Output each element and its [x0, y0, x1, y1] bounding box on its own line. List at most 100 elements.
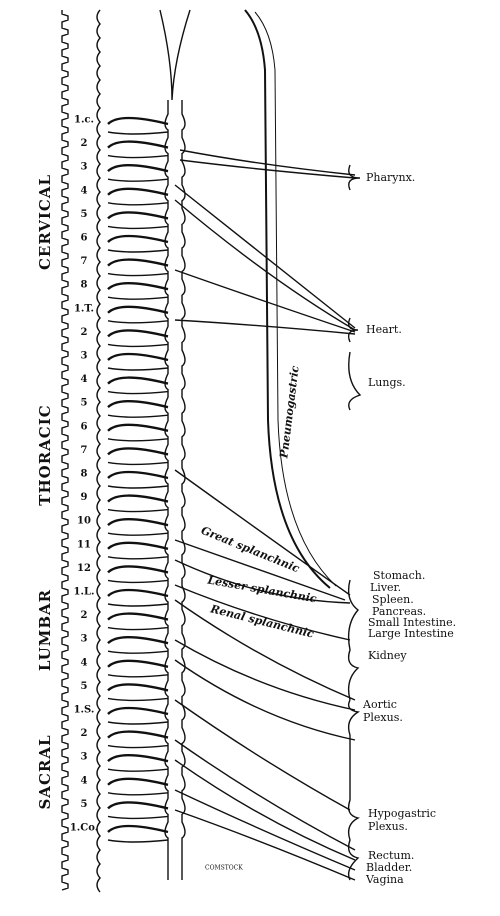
segment-label: 10 — [77, 516, 91, 527]
segment-label: 3 — [81, 752, 88, 763]
nerve-root — [107, 650, 169, 654]
nerve-root — [107, 329, 169, 338]
segment-label: 12 — [77, 563, 91, 574]
segment-label: 1.T. — [74, 303, 94, 314]
nerve-root — [107, 131, 169, 135]
nerve-root — [107, 792, 169, 796]
nerve-root — [107, 211, 169, 220]
nerve-root — [107, 636, 169, 645]
nerve-root — [107, 518, 169, 527]
segment-label: 5 — [81, 398, 88, 409]
organ-label: Pharynx. — [366, 171, 415, 184]
nerve-root — [107, 777, 169, 786]
segment-label: 6 — [81, 421, 88, 432]
region-label: LUMBAR — [36, 589, 54, 671]
organ-label: Hypogastric — [368, 807, 436, 820]
nerve-root — [107, 556, 169, 560]
nerve-root — [107, 815, 169, 820]
nerve-root — [107, 744, 169, 749]
organ-label: Heart. — [366, 323, 402, 336]
organ-label: Plexus. — [368, 820, 408, 833]
nerve-root — [107, 249, 169, 253]
nerve-root — [107, 541, 169, 550]
organ-label: Lungs. — [368, 376, 406, 389]
nerve-root — [107, 588, 169, 598]
region-label: THORACIC — [36, 404, 54, 505]
organ-label: Spleen. — [372, 593, 414, 606]
segment-label: 8 — [81, 280, 88, 291]
nerve-root — [107, 612, 169, 621]
nerve-root — [107, 367, 169, 371]
segment-label: 3 — [81, 162, 88, 173]
nerve-root — [107, 352, 169, 362]
organ-label: Pancreas. — [372, 605, 426, 618]
nerve-root — [107, 494, 169, 503]
nerve-root — [107, 140, 169, 149]
signature: COMSTOCK — [205, 865, 243, 872]
nerve-root — [107, 532, 169, 536]
segment-label: 9 — [81, 492, 88, 503]
nerve-root — [107, 461, 169, 466]
organ-label: Vagina — [365, 873, 404, 886]
nerve-root — [107, 754, 169, 763]
vertebral-line — [96, 9, 101, 893]
nerve-root — [107, 400, 169, 409]
organ-label: Liver. — [370, 581, 401, 594]
segment-label: 2 — [81, 728, 88, 739]
nerve-root — [107, 447, 169, 456]
segment-label: 1.S. — [74, 705, 95, 716]
nerve-root — [107, 178, 169, 182]
nerve-root — [107, 768, 169, 772]
labels: 1.c. 2 3 4 5 6 7 8 1.T. 2 3 4 5 6 7 8 9 10 11 12 1.L. 2 3 4 5 1.S… — [70, 115, 98, 834]
nerve-root — [107, 272, 169, 277]
organ-label: Large Intestine — [368, 627, 454, 640]
nerve-root — [107, 154, 169, 159]
segment-label: 4 — [81, 185, 88, 196]
segment-label: 7 — [81, 445, 88, 456]
nerve-root — [107, 423, 169, 432]
segment-label: 3 — [81, 634, 88, 645]
nerve-root — [107, 470, 169, 480]
nerve-root — [107, 824, 169, 834]
nerve-root — [107, 730, 169, 739]
segment-label: 11 — [77, 539, 91, 550]
nerve-root — [107, 390, 169, 395]
organ-label: Aortic — [362, 698, 397, 711]
spine-edge — [61, 10, 69, 891]
nerve-root — [107, 485, 169, 489]
nerve-root — [107, 839, 169, 843]
sympathetic-chain — [164, 100, 169, 880]
nerve-root — [107, 697, 169, 702]
nerve-root — [107, 225, 169, 230]
nerve-root — [107, 626, 169, 631]
nerve-root — [107, 296, 169, 300]
nerve-root — [107, 706, 169, 716]
nerve-root — [107, 721, 169, 725]
nerve-label: Renal splanchnic — [208, 602, 315, 641]
nerve-label: Lesser splanchnic — [206, 573, 318, 605]
sympathetic-chain — [181, 100, 186, 880]
segment-label: 1.c. — [74, 115, 94, 126]
nerve-root — [107, 801, 169, 810]
nerve-root — [107, 164, 169, 173]
region-label: CERVICAL — [36, 174, 54, 270]
nerve-root — [107, 343, 169, 348]
illustration — [159, 9, 362, 881]
organ-label: Bladder. — [366, 861, 412, 874]
segment-label: 2 — [81, 138, 88, 149]
segment-label: 4 — [81, 374, 88, 385]
segment-label: 1.L. — [74, 587, 95, 598]
nerve-root — [107, 282, 169, 291]
nerve-root — [107, 320, 169, 324]
nerve-root — [107, 305, 169, 314]
nerve-label: Pneumogastric — [277, 365, 301, 460]
nerve-root — [107, 258, 169, 267]
nerve-root — [107, 683, 169, 692]
segment-label: 5 — [81, 799, 88, 810]
segment-label: 5 — [81, 209, 88, 220]
organ-label: Kidney — [368, 649, 407, 662]
organ-label: Rectum. — [368, 849, 414, 862]
nerve-root — [107, 603, 169, 607]
nerve-root — [107, 565, 169, 574]
